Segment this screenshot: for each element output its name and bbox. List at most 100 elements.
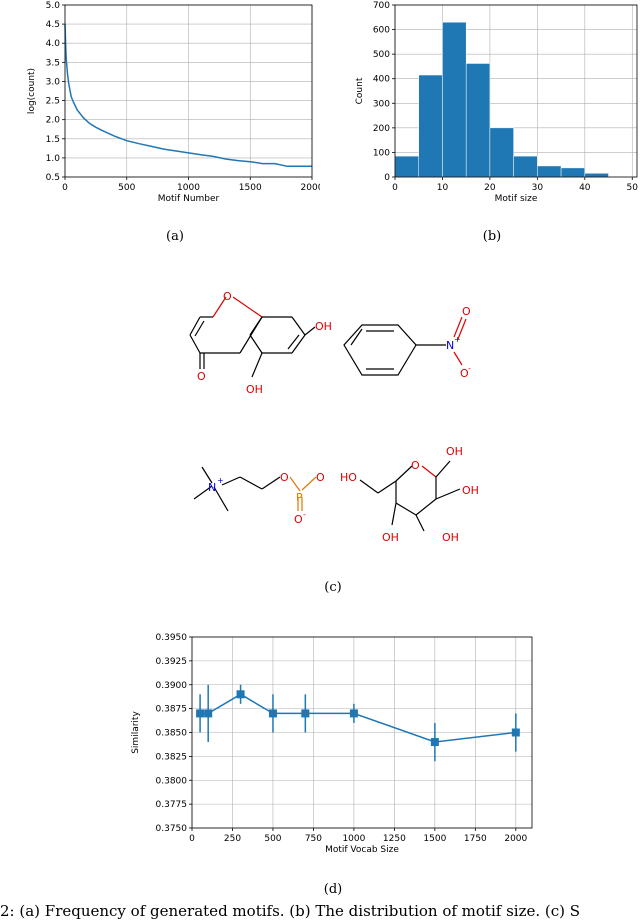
chromone-o-keto: O [197,370,206,383]
y-tick-label: 700 [373,1,390,11]
x-tick-label: 1250 [383,834,406,844]
x-tick-label: 50 [627,183,639,193]
histogram-bar [513,155,538,178]
y-tick-label: 600 [373,26,390,36]
x-tick-label: 10 [437,183,449,193]
caption-b: (b) [482,229,502,244]
x-tick-label: 30 [532,183,544,193]
y-tick-label: 2.0 [46,116,61,126]
phospho-o-double: O [316,471,325,484]
data-point-marker [236,690,245,699]
y-tick-label: 0.3800 [156,776,188,786]
y-tick-label: 0.3950 [156,633,188,643]
glucose-ho: HO [340,471,357,484]
x-tick-label: 1750 [464,834,487,844]
x-tick-label: 500 [264,834,281,844]
y-tick-label: 0.3925 [156,657,188,667]
y-tick-label: 5.0 [46,1,61,11]
y-tick-label: 1.0 [46,154,61,164]
y-tick-label: 100 [373,148,390,158]
glucose-oh-4: OH [382,531,399,544]
data-point-marker [204,709,213,718]
phosphocholine-molecule [193,466,317,512]
y-tick-label: 0.3875 [156,705,188,715]
phospho-o: O [280,471,289,484]
histogram-bar [537,165,562,178]
x-tick-label: 2000 [301,183,320,193]
nitro-o-2: O [460,367,469,380]
x-tick-label: 1000 [177,183,200,193]
histogram-bar [489,127,514,178]
nitro-o-1: O [462,305,471,318]
series-line [64,24,312,168]
y-axis-label: log(count) [27,68,37,114]
y-tick-label: 200 [373,124,390,134]
caption-d: (d) [323,882,343,897]
phospho-o-negative: O [294,513,303,526]
y-tick-label: 0.3850 [156,729,188,739]
data-point-marker [196,709,205,718]
histogram-bar [584,173,609,178]
chromone-molecule [189,296,316,378]
y-tick-label: 0.3825 [156,752,188,762]
chromone-oh-2: OH [246,383,263,396]
chromone-oh-1: OH [315,320,332,333]
histogram-bar [560,167,586,178]
y-tick-label: 3.5 [46,58,60,68]
y-tick-label: 400 [373,75,390,85]
vocab-size-similarity-chart: 0 250 500 750 1000 1250 1500 1750 2000 0.3750 0.37… [131,633,533,855]
caption-c: (c) [324,580,342,595]
data-point-marker [511,728,520,737]
glucose-oh-3: OH [442,531,459,544]
y-axis-label: Similarity [131,711,141,754]
histogram-bar [442,21,467,178]
figure-caption-text: 2: (a) Frequency of generated motifs. (b… [0,902,581,920]
y-tick-label: 0.3775 [156,800,188,810]
x-tick-label: 40 [579,183,591,193]
x-axis-label: Motif Number [158,194,220,204]
choline-n: N [208,481,216,494]
y-tick-label: 0.5 [46,173,60,183]
nitro-n: N [446,339,454,352]
x-tick-label: 1500 [423,834,446,844]
x-tick-label: 750 [305,834,322,844]
y-tick-label: 4.0 [46,39,61,49]
y-tick-label: 4.5 [46,20,60,30]
y-tick-label: 2.5 [46,97,60,107]
nitro-o-2-charge: - [468,364,471,373]
data-point-marker [268,709,277,718]
chromone-o-ring: O [223,290,232,303]
x-tick-label: 2000 [504,834,527,844]
data-point-marker [430,738,439,747]
molecule-structures: O OH OH O N + O O - N + O P O O - [189,290,479,544]
caption-a: (a) [166,229,184,244]
y-tick-label: 500 [373,50,390,60]
phospho-p: P [296,491,303,504]
y-tick-label: 1.5 [46,135,60,145]
x-axis-label: Motif size [495,194,538,204]
y-tick-label: 0.3750 [156,824,188,834]
plot-frame [191,636,533,829]
x-tick-label: 250 [224,834,241,844]
y-tick-label: 300 [373,99,390,109]
y-tick-label: 3.0 [46,77,61,87]
nitro-n-charge: + [454,335,461,344]
glucose-o-ring: O [411,459,420,472]
phospho-o-charge: - [303,510,306,519]
y-tick-label: 0.3900 [156,681,188,691]
x-tick-label: 0 [189,834,195,844]
data-point-marker [301,709,310,718]
plot-frame [394,4,638,178]
x-tick-label: 500 [118,183,135,193]
series-line [200,693,516,743]
motif-frequency-chart: 0 500 1000 1500 2000 0.5 1.0 1.5 2.0 2.5 3.0 3.5 4.0… [27,1,320,204]
plot-frame [64,4,313,178]
x-tick-label: 0 [62,183,68,193]
histogram-bar [394,155,419,178]
nitrobenzene-molecule [343,316,467,376]
choline-n-charge: + [217,476,224,485]
data-point-marker [349,709,358,718]
glucose-oh-1: OH [446,445,463,458]
y-axis-label: Count [355,77,365,104]
